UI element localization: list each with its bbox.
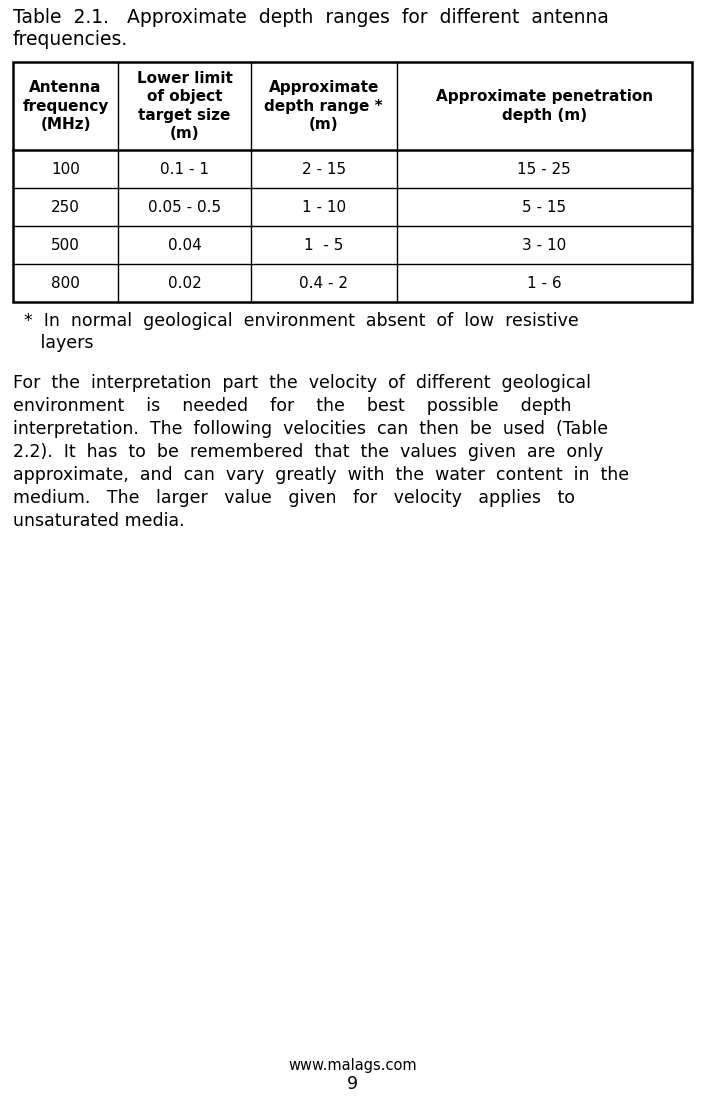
- Text: approximate,  and  can  vary  greatly  with  the  water  content  in  the: approximate, and can vary greatly with t…: [13, 466, 629, 484]
- Text: medium.   The   larger   value   given   for   velocity   applies   to: medium. The larger value given for veloc…: [13, 489, 575, 507]
- Text: 800: 800: [51, 276, 80, 290]
- Text: 2 - 15: 2 - 15: [302, 161, 345, 177]
- Text: 0.02: 0.02: [168, 276, 202, 290]
- Text: 5 - 15: 5 - 15: [522, 200, 566, 214]
- Text: 15 - 25: 15 - 25: [517, 161, 571, 177]
- Text: frequencies.: frequencies.: [13, 30, 128, 49]
- Text: layers: layers: [13, 334, 94, 352]
- Text: 250: 250: [51, 200, 80, 214]
- Text: 2.2).  It  has  to  be  remembered  that  the  values  given  are  only: 2.2). It has to be remembered that the v…: [13, 443, 603, 461]
- Text: Approximate
depth range *
(m): Approximate depth range * (m): [264, 80, 383, 132]
- Text: www.malags.com: www.malags.com: [288, 1058, 417, 1073]
- Text: 0.04: 0.04: [168, 238, 202, 252]
- Text: interpretation.  The  following  velocities  can  then  be  used  (Table: interpretation. The following velocities…: [13, 420, 608, 438]
- Text: 0.05 - 0.5: 0.05 - 0.5: [148, 200, 221, 214]
- Text: 0.4 - 2: 0.4 - 2: [299, 276, 348, 290]
- Text: *  In  normal  geological  environment  absent  of  low  resistive: * In normal geological environment absen…: [13, 312, 579, 330]
- Text: Table  2.1.   Approximate  depth  ranges  for  different  antenna: Table 2.1. Approximate depth ranges for …: [13, 8, 609, 27]
- Text: 1 - 10: 1 - 10: [302, 200, 345, 214]
- Text: unsaturated media.: unsaturated media.: [13, 512, 185, 530]
- Text: Approximate penetration
depth (m): Approximate penetration depth (m): [436, 89, 653, 123]
- Text: 3 - 10: 3 - 10: [522, 238, 566, 252]
- Text: 1  - 5: 1 - 5: [304, 238, 343, 252]
- Text: 500: 500: [51, 238, 80, 252]
- Text: Lower limit
of object
target size
(m): Lower limit of object target size (m): [137, 71, 233, 141]
- Bar: [13, 62, 692, 302]
- Text: Antenna
frequency
(MHz): Antenna frequency (MHz): [23, 80, 109, 132]
- Text: 1 - 6: 1 - 6: [527, 276, 562, 290]
- Text: 0.1 - 1: 0.1 - 1: [160, 161, 209, 177]
- Text: 100: 100: [51, 161, 80, 177]
- Text: For  the  interpretation  part  the  velocity  of  different  geological: For the interpretation part the velocity…: [13, 374, 591, 392]
- Text: environment    is    needed    for    the    best    possible    depth: environment is needed for the best possi…: [13, 397, 572, 416]
- Text: 9: 9: [347, 1075, 358, 1093]
